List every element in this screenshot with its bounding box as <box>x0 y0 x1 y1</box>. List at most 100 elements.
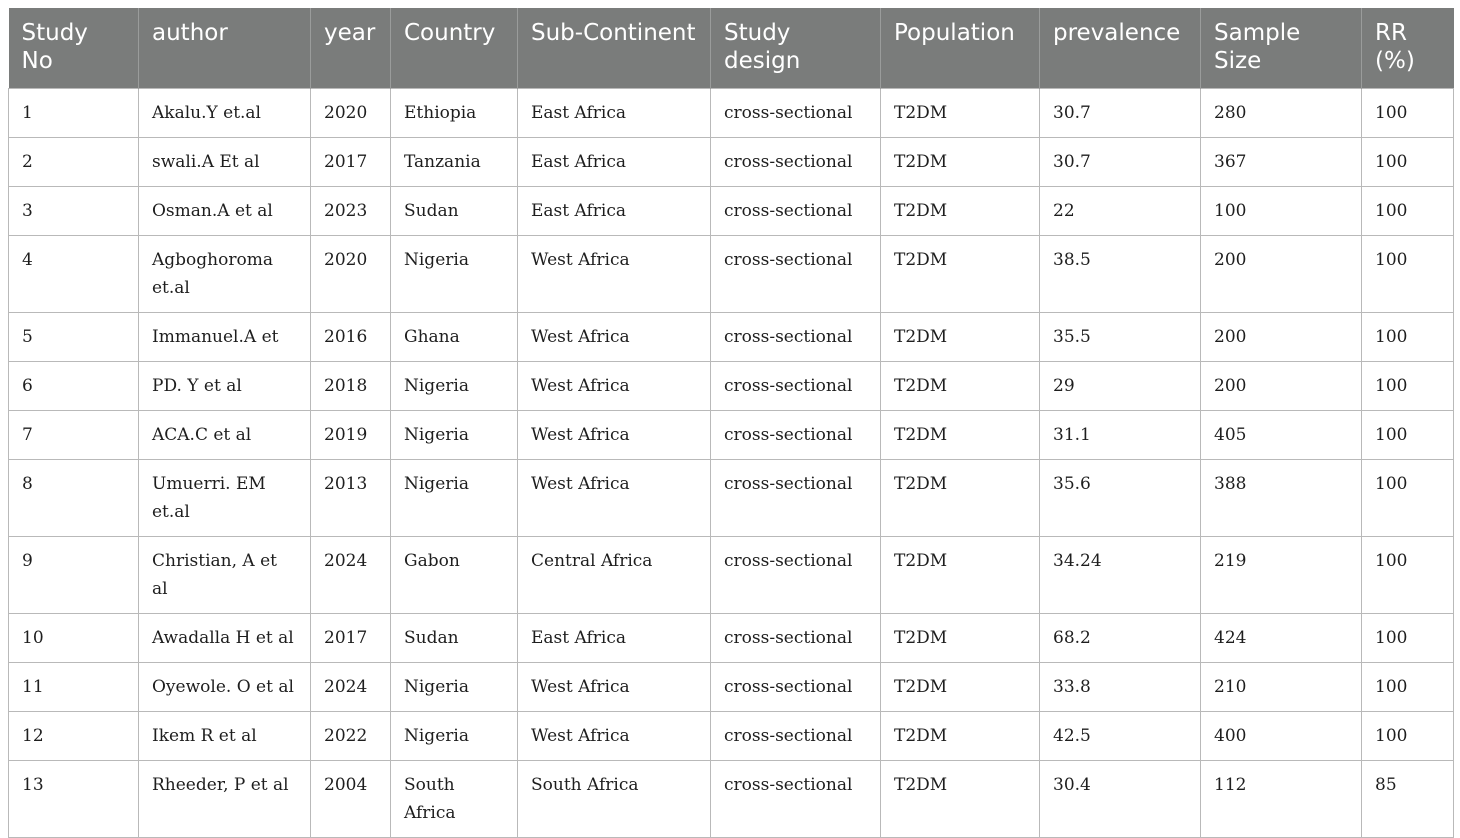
cell-year: 2020 <box>310 235 391 313</box>
table-row: 13 Rheeder, P et al 2004 South Africa So… <box>8 760 1454 838</box>
cell-population: T2DM <box>880 459 1040 537</box>
cell-prevalence: 22 <box>1039 186 1201 236</box>
cell-year: 2018 <box>310 361 391 411</box>
cell-year: 2024 <box>310 662 391 712</box>
cell-study-design: cross-sectional <box>710 137 881 187</box>
cell-rr: 100 <box>1361 459 1454 537</box>
cell-rr: 100 <box>1361 410 1454 460</box>
cell-study-no: 5 <box>8 312 139 362</box>
cell-study-design: cross-sectional <box>710 88 881 138</box>
cell-prevalence: 42.5 <box>1039 711 1201 761</box>
cell-author: Christian, A et al <box>138 536 311 614</box>
cell-study-no: 9 <box>8 536 139 614</box>
cell-sample-size: 200 <box>1200 235 1362 313</box>
cell-population: T2DM <box>880 613 1040 663</box>
header-study-design: Study design <box>710 8 881 89</box>
cell-author: Rheeder, P et al <box>138 760 311 838</box>
cell-study-design: cross-sectional <box>710 459 881 537</box>
cell-country: Nigeria <box>390 361 518 411</box>
cell-author: Oyewole. O et al <box>138 662 311 712</box>
cell-rr: 85 <box>1361 760 1454 838</box>
cell-country: Ethiopia <box>390 88 518 138</box>
cell-prevalence: 38.5 <box>1039 235 1201 313</box>
table-row: 9 Christian, A et al 2024 Gabon Central … <box>8 536 1454 614</box>
cell-prevalence: 29 <box>1039 361 1201 411</box>
cell-year: 2017 <box>310 137 391 187</box>
cell-author: Ikem R et al <box>138 711 311 761</box>
cell-author: Agboghoroma et.al <box>138 235 311 313</box>
cell-author: Immanuel.A et <box>138 312 311 362</box>
cell-year: 2019 <box>310 410 391 460</box>
cell-population: T2DM <box>880 235 1040 313</box>
cell-population: T2DM <box>880 662 1040 712</box>
header-population: Population <box>880 8 1040 89</box>
cell-sample-size: 100 <box>1200 186 1362 236</box>
cell-author: Akalu.Y et.al <box>138 88 311 138</box>
header-rr: RR (%) <box>1361 8 1454 89</box>
cell-country: Nigeria <box>390 459 518 537</box>
cell-sample-size: 200 <box>1200 361 1362 411</box>
cell-country: Nigeria <box>390 410 518 460</box>
cell-study-design: cross-sectional <box>710 361 881 411</box>
cell-rr: 100 <box>1361 235 1454 313</box>
cell-author: Umuerri. EM et.al <box>138 459 311 537</box>
cell-prevalence: 30.7 <box>1039 88 1201 138</box>
header-prevalence: prevalence <box>1039 8 1201 89</box>
cell-country: South Africa <box>390 760 518 838</box>
cell-sample-size: 388 <box>1200 459 1362 537</box>
cell-rr: 100 <box>1361 536 1454 614</box>
cell-author: Osman.A et al <box>138 186 311 236</box>
cell-population: T2DM <box>880 711 1040 761</box>
table-row: 4 Agboghoroma et.al 2020 Nigeria West Af… <box>8 235 1454 313</box>
cell-year: 2020 <box>310 88 391 138</box>
cell-sample-size: 405 <box>1200 410 1362 460</box>
cell-prevalence: 31.1 <box>1039 410 1201 460</box>
cell-rr: 100 <box>1361 186 1454 236</box>
header-study-no: Study No <box>8 8 139 89</box>
cell-year: 2004 <box>310 760 391 838</box>
cell-study-no: 3 <box>8 186 139 236</box>
cell-sub-continent: Central Africa <box>517 536 711 614</box>
cell-population: T2DM <box>880 760 1040 838</box>
cell-prevalence: 35.5 <box>1039 312 1201 362</box>
cell-sub-continent: West Africa <box>517 312 711 362</box>
cell-rr: 100 <box>1361 662 1454 712</box>
cell-sample-size: 367 <box>1200 137 1362 187</box>
cell-population: T2DM <box>880 312 1040 362</box>
cell-population: T2DM <box>880 186 1040 236</box>
cell-sub-continent: East Africa <box>517 88 711 138</box>
cell-population: T2DM <box>880 137 1040 187</box>
cell-prevalence: 33.8 <box>1039 662 1201 712</box>
cell-country: Nigeria <box>390 235 518 313</box>
table-row: 11 Oyewole. O et al 2024 Nigeria West Af… <box>8 662 1454 712</box>
cell-sub-continent: East Africa <box>517 137 711 187</box>
cell-study-design: cross-sectional <box>710 186 881 236</box>
studies-table-container: Study No author year Country Sub-Contine… <box>8 8 1454 838</box>
cell-sub-continent: West Africa <box>517 711 711 761</box>
table-row: 1 Akalu.Y et.al 2020 Ethiopia East Afric… <box>8 88 1454 138</box>
cell-study-design: cross-sectional <box>710 711 881 761</box>
cell-study-no: 2 <box>8 137 139 187</box>
cell-rr: 100 <box>1361 312 1454 362</box>
cell-sample-size: 219 <box>1200 536 1362 614</box>
table-row: 12 Ikem R et al 2022 Nigeria West Africa… <box>8 711 1454 761</box>
cell-sub-continent: West Africa <box>517 662 711 712</box>
cell-study-no: 7 <box>8 410 139 460</box>
cell-study-no: 13 <box>8 760 139 838</box>
cell-study-design: cross-sectional <box>710 662 881 712</box>
cell-study-design: cross-sectional <box>710 312 881 362</box>
cell-population: T2DM <box>880 361 1040 411</box>
cell-author: ACA.C et al <box>138 410 311 460</box>
cell-sample-size: 112 <box>1200 760 1362 838</box>
table-row: 7 ACA.C et al 2019 Nigeria West Africa c… <box>8 410 1454 460</box>
table-row: 2 swali.A Et al 2017 Tanzania East Afric… <box>8 137 1454 187</box>
cell-year: 2017 <box>310 613 391 663</box>
cell-country: Ghana <box>390 312 518 362</box>
header-sub-continent: Sub-Continent <box>517 8 711 89</box>
cell-prevalence: 34.24 <box>1039 536 1201 614</box>
table-row: 10 Awadalla H et al 2017 Sudan East Afri… <box>8 613 1454 663</box>
cell-author: PD. Y et al <box>138 361 311 411</box>
cell-year: 2024 <box>310 536 391 614</box>
cell-study-no: 11 <box>8 662 139 712</box>
cell-study-design: cross-sectional <box>710 760 881 838</box>
